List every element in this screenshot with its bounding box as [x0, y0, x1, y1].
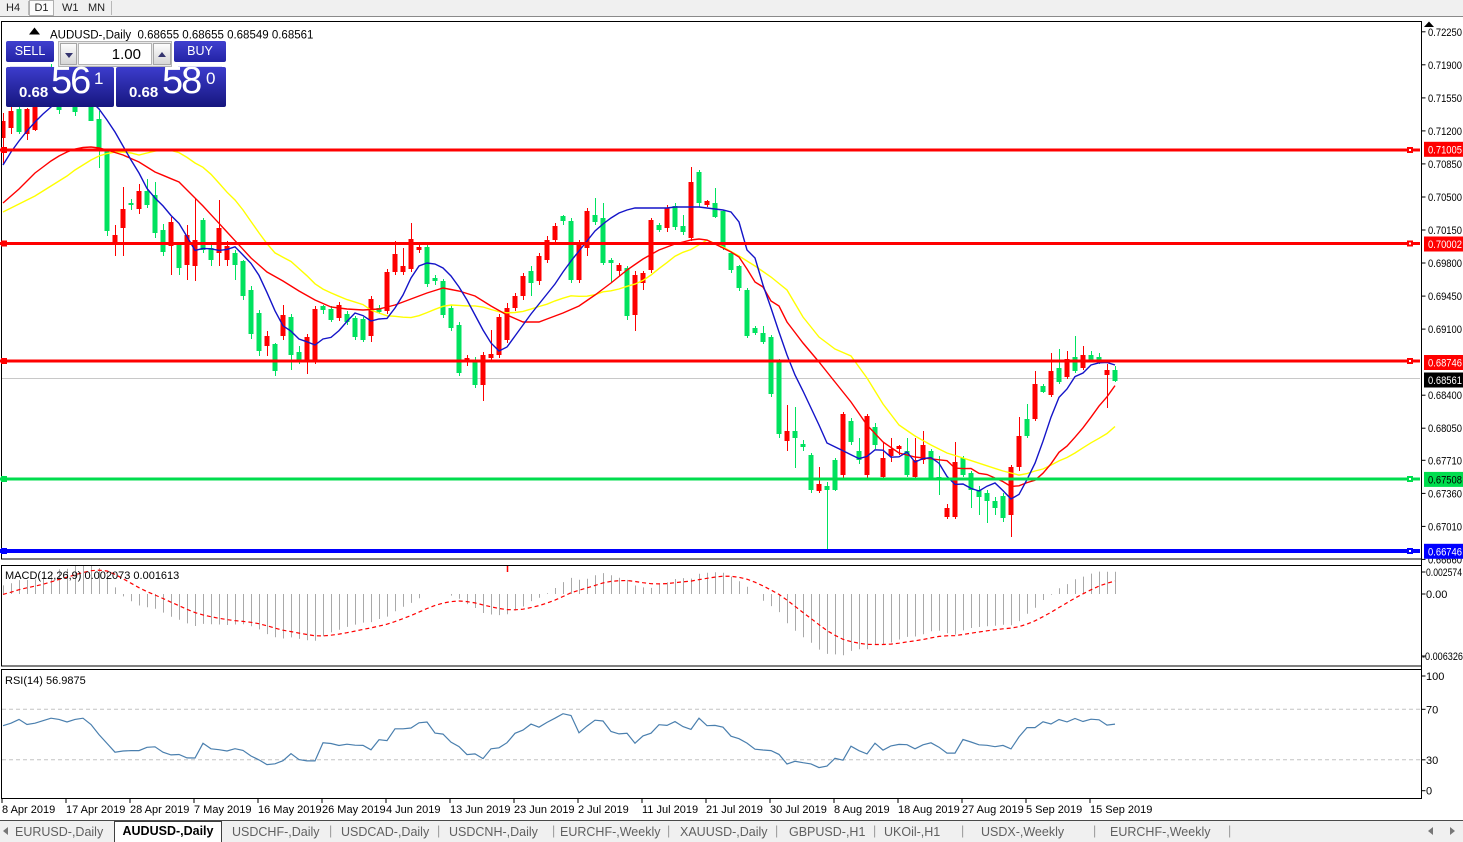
svg-text:30: 30	[1426, 755, 1438, 767]
svg-text:2 Jul 2019: 2 Jul 2019	[578, 804, 629, 816]
svg-text:0.002574: 0.002574	[1426, 567, 1462, 579]
svg-text:0.68400: 0.68400	[1428, 390, 1462, 402]
svg-text:8 Apr 2019: 8 Apr 2019	[2, 804, 55, 816]
svg-text:0.67360: 0.67360	[1428, 488, 1462, 500]
svg-text:0.70150: 0.70150	[1428, 225, 1462, 237]
svg-text:8 Aug 2019: 8 Aug 2019	[834, 804, 890, 816]
svg-text:0.71550: 0.71550	[1428, 93, 1462, 105]
svg-text:15 Sep 2019: 15 Sep 2019	[1090, 804, 1152, 816]
svg-text:0.71005: 0.71005	[1428, 144, 1462, 156]
svg-text:-0.006326: -0.006326	[1422, 651, 1463, 663]
svg-text:7 May 2019: 7 May 2019	[194, 804, 251, 816]
svg-text:AUDUSD-,Daily 0.68655 0.68655: AUDUSD-,Daily 0.68655 0.68655 0.68549 0.…	[50, 30, 313, 42]
svg-text:30 Jul 2019: 30 Jul 2019	[770, 804, 827, 816]
svg-text:4 Jun 2019: 4 Jun 2019	[386, 804, 440, 816]
svg-text:0.69800: 0.69800	[1428, 258, 1462, 270]
svg-text:0.67710: 0.67710	[1428, 455, 1462, 467]
svg-text:0.69100: 0.69100	[1428, 324, 1462, 336]
svg-text:0.72250: 0.72250	[1428, 27, 1462, 39]
svg-text:0.70850: 0.70850	[1428, 159, 1462, 171]
svg-text:16 May 2019: 16 May 2019	[258, 804, 322, 816]
svg-text:18 Aug 2019: 18 Aug 2019	[898, 804, 960, 816]
svg-text:0.68050: 0.68050	[1428, 423, 1462, 435]
svg-text:0.00: 0.00	[1426, 589, 1447, 601]
svg-text:RSI(14) 56.9875: RSI(14) 56.9875	[5, 675, 86, 687]
svg-text:0.69450: 0.69450	[1428, 291, 1462, 303]
svg-text:MACD(12,26,9) 0.002073 0.00161: MACD(12,26,9) 0.002073 0.001613	[5, 570, 179, 582]
svg-text:17 Apr 2019: 17 Apr 2019	[66, 804, 125, 816]
svg-text:0.67508: 0.67508	[1428, 474, 1462, 486]
svg-text:0.70500: 0.70500	[1428, 192, 1462, 204]
svg-text:0.68746: 0.68746	[1428, 358, 1462, 370]
svg-text:21 Jul 2019: 21 Jul 2019	[706, 804, 763, 816]
svg-text:23 Jun 2019: 23 Jun 2019	[514, 804, 575, 816]
svg-text:0.70002: 0.70002	[1428, 239, 1462, 251]
svg-text:0.71900: 0.71900	[1428, 60, 1462, 72]
svg-text:11 Jul 2019: 11 Jul 2019	[642, 804, 698, 816]
svg-text:0.67010: 0.67010	[1428, 521, 1462, 533]
svg-text:26 May 2019: 26 May 2019	[322, 804, 386, 816]
svg-text:100: 100	[1426, 671, 1444, 683]
svg-text:28 Apr 2019: 28 Apr 2019	[130, 804, 189, 816]
svg-text:0: 0	[1426, 786, 1432, 798]
svg-text:0.71200: 0.71200	[1428, 126, 1462, 138]
svg-text:0.68561: 0.68561	[1428, 375, 1462, 387]
svg-text:27 Aug 2019: 27 Aug 2019	[962, 804, 1024, 816]
svg-text:0.66746: 0.66746	[1428, 546, 1462, 558]
svg-text:5 Sep 2019: 5 Sep 2019	[1026, 804, 1082, 816]
svg-text:70: 70	[1426, 704, 1438, 716]
svg-text:13 Jun 2019: 13 Jun 2019	[450, 804, 511, 816]
